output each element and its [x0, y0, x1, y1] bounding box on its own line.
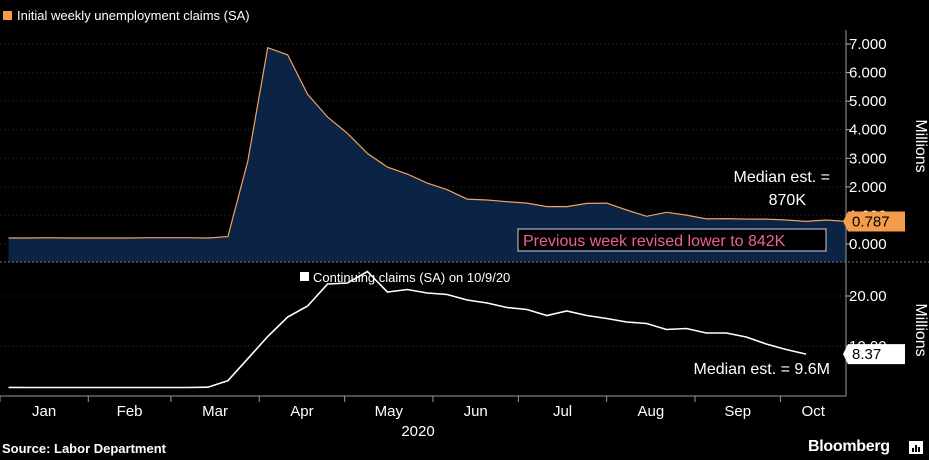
top-y-tick-label: 2.000: [849, 179, 887, 196]
x-tick-label: Jul: [553, 403, 572, 420]
bottom-gridlines: [0, 295, 846, 347]
x-tick-label: Jan: [32, 403, 56, 420]
x-axis: Jan Feb Mar Apr May Jun Jul Aug Sep Oct 2020: [0, 395, 846, 440]
continuing-claims-legend-swatch: [300, 272, 309, 281]
x-tick-label: May: [375, 403, 404, 420]
revision-note: Previous week revised lower to 842K: [523, 233, 786, 250]
initial-claims-line: [8, 46, 846, 239]
initial-claims-legend-swatch: [3, 11, 12, 20]
top-y-tick-label: 7.000: [849, 36, 887, 53]
x-tick-label: Aug: [637, 403, 664, 420]
chart-icon: [909, 441, 923, 454]
initial-claims-last-value-marker: 0.787: [843, 211, 905, 232]
initial-claims-last-value: 0.787: [852, 214, 890, 231]
x-tick-label: Apr: [290, 403, 313, 420]
top-y-tick-label: 0.000: [849, 236, 887, 253]
top-y-tick-label: 6.000: [849, 65, 887, 82]
median-est-label: Median est. =: [734, 169, 831, 186]
continuing-claims-line: [8, 270, 807, 389]
bottom-y-tick-label: 20.00: [849, 288, 887, 305]
top-y-tick-label: 5.000: [849, 93, 887, 110]
top-gridlines: [0, 43, 846, 245]
initial-claims-panel: 0.0001.0002.0003.0004.0005.0006.0007.000…: [0, 8, 929, 263]
x-axis-year: 2020: [401, 423, 434, 440]
continuing-claims-panel: 10.0020.00 Continuing claims (SA) on 10/…: [0, 262, 929, 396]
top-y-axis-label: Millions: [912, 119, 929, 172]
bottom-y-ticks: 10.0020.00: [845, 262, 887, 396]
bloomberg-logo: Bloomberg: [808, 438, 890, 455]
median-est-value: 870K: [769, 192, 807, 209]
x-tick-label: Sep: [724, 403, 751, 420]
continuing-median-est: Median est. = 9.6M: [693, 361, 830, 378]
continuing-claims-last-value-marker: 8.37: [843, 344, 905, 365]
x-tick-label: Jun: [464, 403, 488, 420]
top-y-tick-label: 4.000: [849, 122, 887, 139]
continuing-claims-last-value: 8.37: [852, 346, 881, 363]
revision-note-box: [517, 228, 827, 252]
x-tick-label: Mar: [202, 403, 228, 420]
x-tick-label: Oct: [802, 403, 826, 420]
bottom-y-axis-label: Millions: [912, 303, 929, 356]
x-tick-label: Feb: [117, 403, 143, 420]
initial-claims-legend: Initial weekly unemployment claims (SA): [17, 8, 250, 23]
source-note: Source: Labor Department: [2, 441, 166, 456]
top-y-tick-label: 3.000: [849, 150, 887, 167]
continuing-claims-legend: Continuing claims (SA) on 10/9/20: [313, 270, 510, 285]
